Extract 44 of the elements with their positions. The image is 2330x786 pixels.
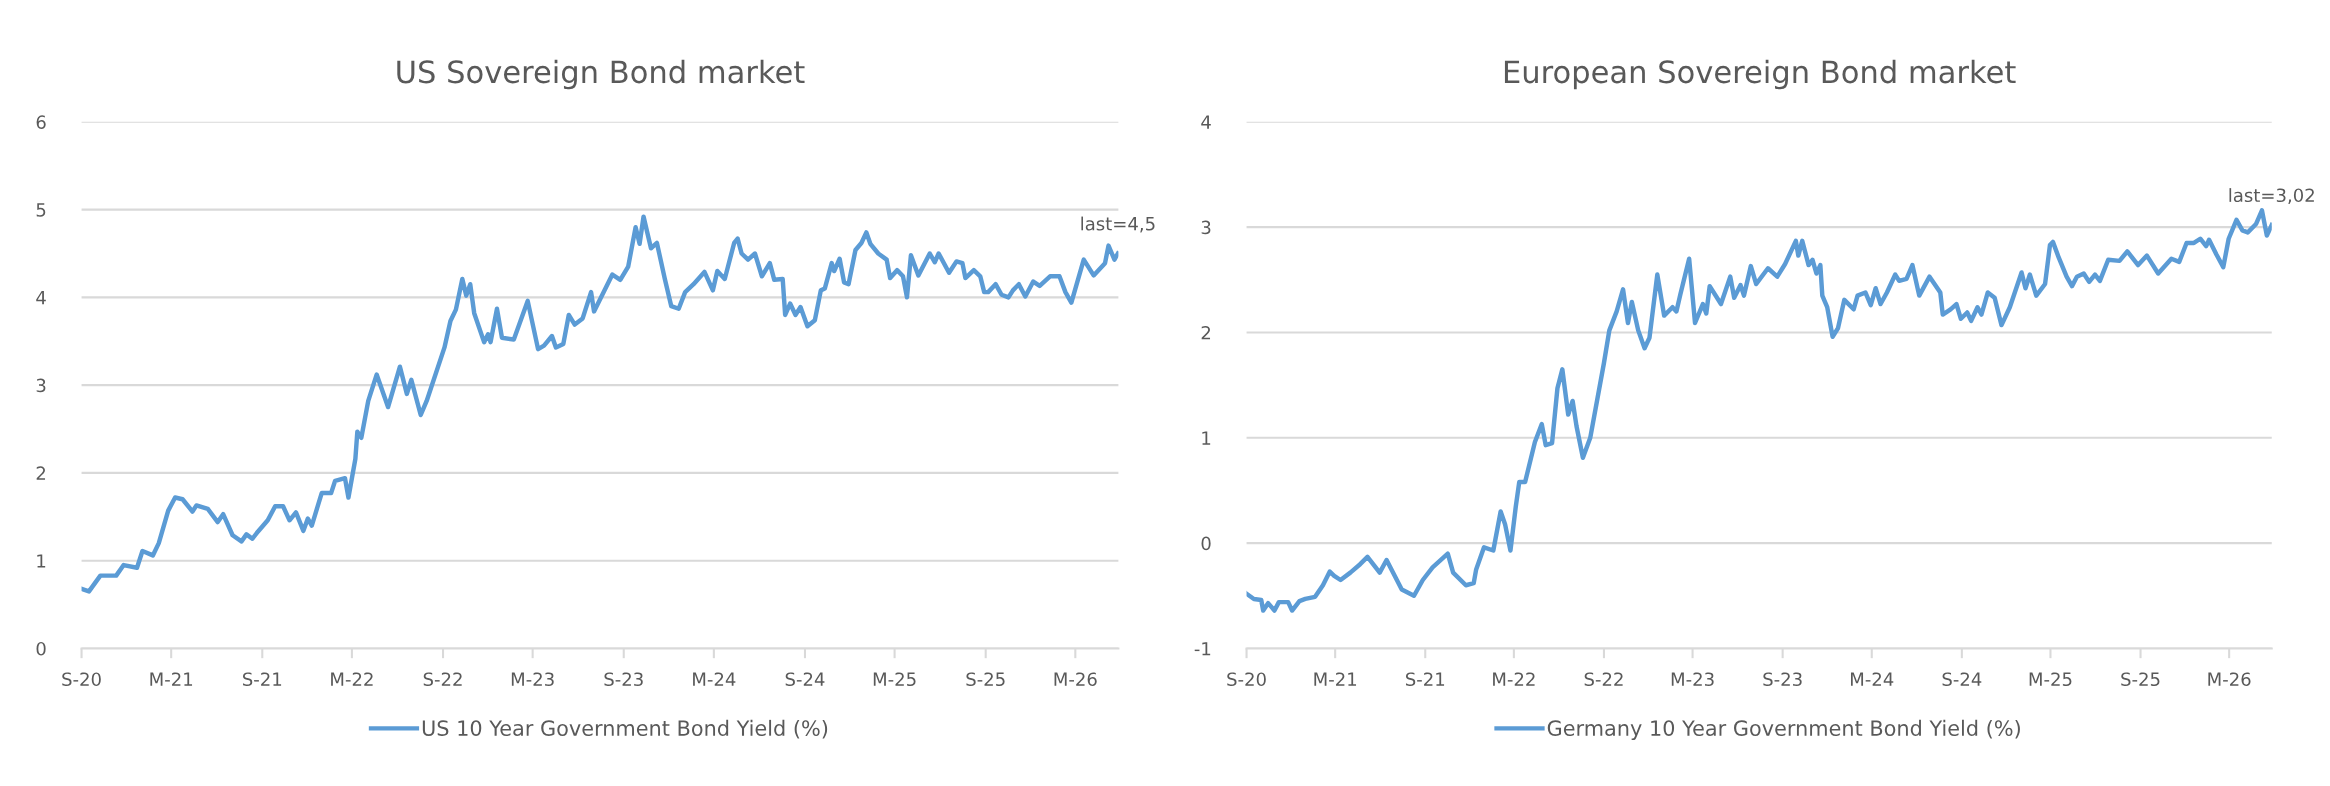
y-tick-label: 5 [36, 203, 46, 217]
x-tick-label: M-25 [2029, 672, 2072, 687]
line-series [1246, 208, 2272, 613]
x-tick-label: M-25 [873, 672, 916, 687]
y-tick-label: 1 [1202, 431, 1211, 445]
y-tick-label: 0 [1201, 536, 1211, 551]
x-tick-label: S-24 [785, 672, 825, 687]
y-tick-label: 1 [37, 554, 46, 568]
x-tick-label: M-26 [2208, 672, 2251, 687]
x-tick-label: S-23 [1763, 672, 1802, 687]
x-tick-label: M-23 [511, 672, 554, 687]
y-tick-label: 4 [36, 291, 46, 305]
chart-title: European Sovereign Bond market [1504, 59, 2016, 90]
y-tick-label: 2 [36, 466, 46, 480]
x-tick-label: S-21 [1405, 672, 1445, 687]
x-tick-label: M-26 [1054, 672, 1097, 687]
x-tick-label: S-22 [1584, 672, 1623, 687]
legend-label: US 10 Year Government Bond Yield (%) [422, 719, 828, 739]
y-tick-label: 2 [1201, 325, 1211, 340]
y-tick-label: 0 [36, 641, 46, 656]
x-tick-label: M-22 [331, 672, 373, 686]
x-tick-label: S-24 [1942, 672, 1982, 687]
x-tick-label: M-23 [1671, 672, 1714, 687]
annotation: last=3,02 [2229, 188, 2314, 204]
annotation: last=4,5 [1081, 216, 1155, 233]
x-tick-label: S-23 [604, 672, 643, 687]
y-tick-label: 3 [1201, 220, 1211, 235]
y-tick-label: -1 [1194, 642, 1211, 656]
y-tick-label: 3 [36, 378, 46, 393]
x-tick-label: M-22 [1493, 672, 1535, 686]
x-tick-label: S-22 [423, 672, 462, 687]
x-tick-label: M-21 [1314, 672, 1357, 686]
x-tick-label: S-20 [62, 672, 101, 687]
x-tick-label: M-24 [1850, 672, 1894, 686]
x-tick-label: S-21 [243, 672, 282, 687]
y-tick-label: 6 [36, 115, 46, 129]
x-tick-label: M-21 [150, 672, 193, 686]
x-tick-label: S-25 [966, 672, 1005, 687]
legend-label: Germany 10 Year Government Bond Yield (%) [1547, 719, 2020, 741]
x-tick-label: S-20 [1227, 672, 1266, 687]
x-tick-label: S-25 [2121, 672, 2160, 687]
chart-title: US Sovereign Bond market [397, 59, 805, 90]
y-tick-label: 4 [1201, 115, 1211, 129]
x-tick-label: M-24 [693, 672, 736, 686]
